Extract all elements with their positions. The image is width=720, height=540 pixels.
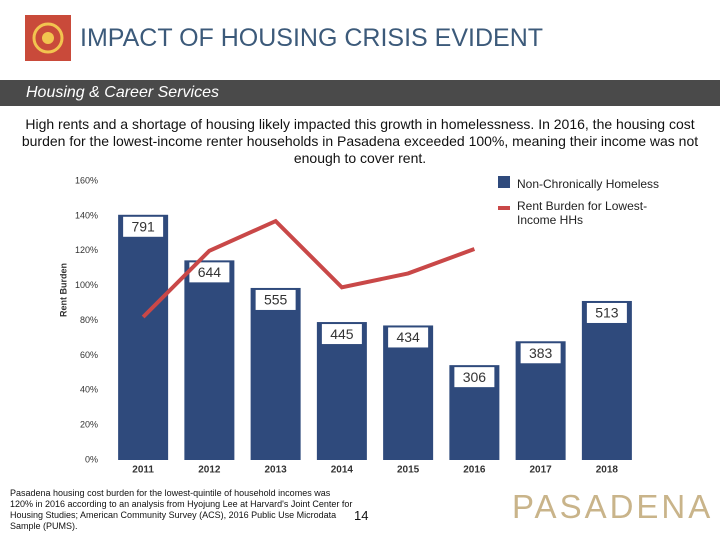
logo-flower xyxy=(32,22,64,54)
bar xyxy=(250,287,301,460)
x-tick-label: 2011 xyxy=(132,465,154,476)
x-tick-label: 2016 xyxy=(463,465,486,476)
y-tick-label: 60% xyxy=(80,350,98,360)
x-tick-label: 2012 xyxy=(198,465,221,476)
y-tick-label: 0% xyxy=(85,454,98,464)
subtitle-band xyxy=(0,80,720,106)
data-label-bg xyxy=(586,302,627,323)
subtitle: Housing & Career Services xyxy=(26,84,219,101)
y-tick-label: 20% xyxy=(80,420,98,430)
data-label: 513 xyxy=(595,305,619,321)
x-tick-label: 2013 xyxy=(265,465,288,476)
bar xyxy=(383,325,434,460)
data-label-bg xyxy=(388,327,429,348)
data-label-bg xyxy=(189,262,230,283)
intro-text: High rents and a shortage of housing lik… xyxy=(21,116,699,166)
data-label: 445 xyxy=(330,326,354,342)
data-label: 791 xyxy=(131,218,155,234)
x-tick-label: 2014 xyxy=(331,465,354,476)
bar xyxy=(316,322,367,460)
bar xyxy=(118,214,169,460)
data-label-bg xyxy=(520,343,561,364)
y-tick-label: 100% xyxy=(75,280,98,290)
page-number: 14 xyxy=(354,508,369,523)
legend-swatch xyxy=(498,206,510,210)
data-label-bg xyxy=(454,367,495,388)
y-tick-label: 140% xyxy=(75,210,98,220)
line xyxy=(141,218,476,319)
bar xyxy=(184,260,235,460)
footnote: Pasadena housing cost burden for the low… xyxy=(10,488,353,531)
x-tick-label: 2017 xyxy=(530,465,553,476)
y-tick-label: 160% xyxy=(75,175,98,185)
data-label: 383 xyxy=(529,345,553,361)
x-tick-label: 2015 xyxy=(397,465,420,476)
data-label: 434 xyxy=(396,329,420,345)
logo-text: PASADENA xyxy=(512,488,714,525)
y-tick-label: 120% xyxy=(75,245,98,255)
logo-flower-center xyxy=(42,32,54,44)
data-label: 306 xyxy=(463,369,487,385)
legend-label: Non-Chronically Homeless xyxy=(517,177,660,191)
y-tick-label: 40% xyxy=(80,385,98,395)
data-label-bg xyxy=(255,289,296,310)
y-tick-label: 80% xyxy=(80,315,98,325)
data-label: 644 xyxy=(198,264,222,280)
legend-swatch xyxy=(498,176,510,188)
title: IMPACT OF HOUSING CRISIS EVIDENT xyxy=(80,24,544,52)
y-axis-label: Rent Burden xyxy=(58,263,68,317)
data-label-bg xyxy=(123,216,164,237)
data-label: 555 xyxy=(264,292,288,308)
x-tick-label: 2018 xyxy=(596,465,619,476)
data-label-bg xyxy=(321,324,362,345)
legend-label: Rent Burden for Lowest-Income HHs xyxy=(517,199,648,227)
bar xyxy=(581,300,632,460)
